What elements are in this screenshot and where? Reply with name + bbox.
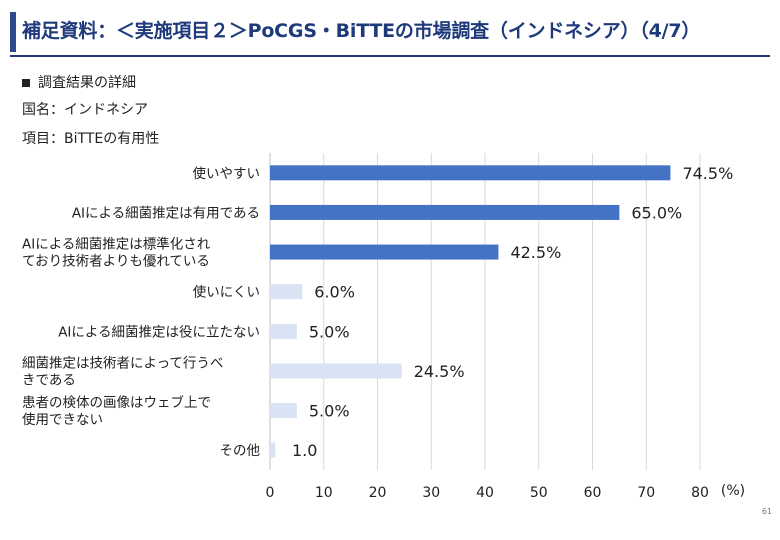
- square-bullet-icon: [22, 79, 30, 87]
- bar: [270, 244, 499, 260]
- title-divider: [10, 55, 770, 57]
- bar: [270, 442, 276, 458]
- x-tick-label: 80: [691, 485, 709, 501]
- item-label: 項目：BiTTEの有用性: [22, 131, 160, 147]
- data-label: 65.0%: [631, 203, 682, 222]
- bar: [270, 323, 297, 339]
- bar: [270, 403, 297, 419]
- data-label: 1.0: [292, 441, 317, 460]
- bar: [270, 284, 303, 300]
- data-label: 42.5%: [510, 243, 561, 262]
- category-label: 使用できない: [22, 411, 103, 428]
- x-tick-label: 60: [584, 485, 602, 501]
- x-tick-label: 50: [530, 485, 548, 501]
- x-tick-label: 70: [637, 485, 655, 501]
- data-label: 6.0%: [314, 283, 355, 302]
- x-tick-label: 20: [369, 485, 387, 501]
- category-label: ており技術者よりも優れている: [22, 254, 210, 270]
- section-heading: 調査結果の詳細: [22, 72, 136, 92]
- bar: [270, 204, 620, 220]
- x-tick-label: 40: [476, 485, 494, 501]
- x-tick-label: 0: [266, 485, 275, 501]
- category-label: AIによる細菌推定は有用である: [72, 205, 260, 221]
- section-label: 調査結果の詳細: [38, 75, 136, 91]
- data-label: 5.0%: [309, 402, 350, 421]
- data-label: 5.0%: [309, 322, 350, 341]
- x-tick-label: 10: [315, 485, 333, 501]
- bar: [270, 165, 671, 181]
- x-unit-label: (%): [721, 483, 745, 499]
- category-label: AIによる細菌推定は役に立たない: [58, 324, 260, 340]
- category-label: 細菌推定は技術者によって行うべ: [22, 355, 223, 371]
- category-label: AIによる細菌推定は標準化され: [22, 237, 211, 253]
- page-number: 61: [761, 507, 772, 516]
- category-label: その他: [220, 443, 261, 459]
- bar: [270, 363, 402, 379]
- category-label: 使いやすい: [193, 165, 261, 182]
- category-label: 患者の検体の画像はウェブ上で: [22, 394, 211, 411]
- x-tick-label: 30: [422, 485, 440, 501]
- country-label: 国名：インドネシア: [22, 102, 148, 118]
- title-accent-bar: [10, 12, 16, 52]
- category-label: 使いにくい: [193, 284, 260, 301]
- data-label: 74.5%: [682, 164, 733, 183]
- category-label: きである: [22, 372, 76, 388]
- data-label: 24.5%: [414, 362, 465, 381]
- page-title: 補足資料：＜実施項目２＞PoCGS・BiTTEの市場調査（インドネシア）（4/7…: [22, 20, 701, 42]
